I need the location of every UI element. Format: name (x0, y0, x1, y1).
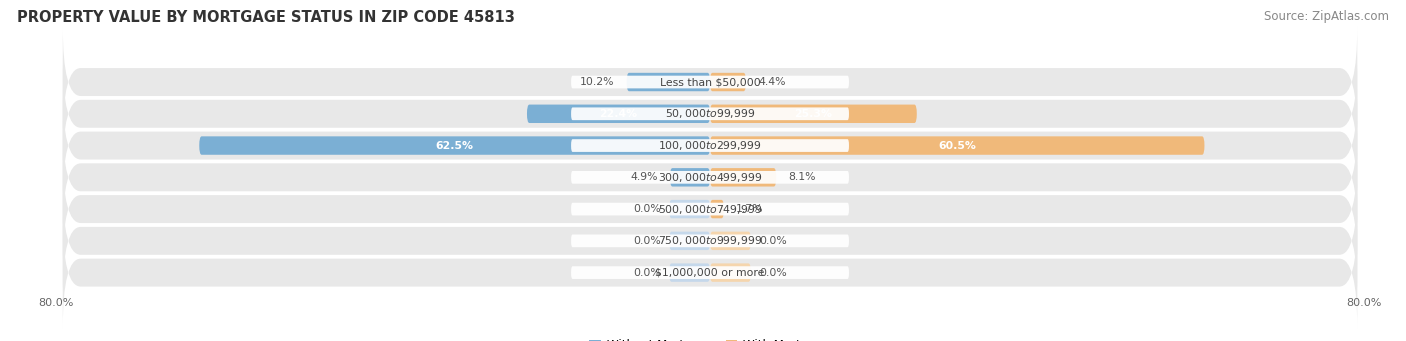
FancyBboxPatch shape (710, 168, 776, 187)
Text: 0.0%: 0.0% (759, 268, 787, 278)
Text: 8.1%: 8.1% (789, 172, 815, 182)
FancyBboxPatch shape (627, 73, 710, 91)
Text: 4.9%: 4.9% (630, 172, 658, 182)
Text: 0.0%: 0.0% (759, 236, 787, 246)
FancyBboxPatch shape (200, 136, 710, 155)
FancyBboxPatch shape (571, 235, 849, 247)
Text: 0.0%: 0.0% (633, 204, 661, 214)
Text: 0.0%: 0.0% (633, 236, 661, 246)
FancyBboxPatch shape (710, 73, 747, 91)
FancyBboxPatch shape (63, 90, 1357, 202)
Text: 25.3%: 25.3% (794, 109, 832, 119)
FancyBboxPatch shape (63, 26, 1357, 138)
FancyBboxPatch shape (669, 232, 710, 250)
FancyBboxPatch shape (710, 136, 1205, 155)
FancyBboxPatch shape (571, 139, 849, 152)
Text: $50,000 to $99,999: $50,000 to $99,999 (665, 107, 755, 120)
Text: $100,000 to $299,999: $100,000 to $299,999 (658, 139, 762, 152)
Legend: Without Mortgage, With Mortgage: Without Mortgage, With Mortgage (589, 339, 831, 341)
FancyBboxPatch shape (710, 200, 724, 218)
Text: 22.4%: 22.4% (599, 109, 637, 119)
FancyBboxPatch shape (710, 263, 751, 282)
Text: 60.5%: 60.5% (938, 140, 976, 151)
FancyBboxPatch shape (63, 153, 1357, 265)
FancyBboxPatch shape (63, 121, 1357, 233)
FancyBboxPatch shape (63, 58, 1357, 170)
FancyBboxPatch shape (63, 185, 1357, 297)
Text: 1.7%: 1.7% (737, 204, 763, 214)
Text: $300,000 to $499,999: $300,000 to $499,999 (658, 171, 762, 184)
Text: 62.5%: 62.5% (436, 140, 474, 151)
FancyBboxPatch shape (710, 105, 917, 123)
FancyBboxPatch shape (527, 105, 710, 123)
Text: 4.4%: 4.4% (758, 77, 786, 87)
FancyBboxPatch shape (571, 266, 849, 279)
FancyBboxPatch shape (571, 107, 849, 120)
Text: $500,000 to $749,999: $500,000 to $749,999 (658, 203, 762, 216)
Text: 0.0%: 0.0% (633, 268, 661, 278)
FancyBboxPatch shape (571, 203, 849, 216)
FancyBboxPatch shape (571, 76, 849, 88)
FancyBboxPatch shape (571, 171, 849, 184)
FancyBboxPatch shape (669, 263, 710, 282)
Text: 10.2%: 10.2% (579, 77, 614, 87)
Text: Source: ZipAtlas.com: Source: ZipAtlas.com (1264, 10, 1389, 23)
FancyBboxPatch shape (63, 217, 1357, 328)
Text: PROPERTY VALUE BY MORTGAGE STATUS IN ZIP CODE 45813: PROPERTY VALUE BY MORTGAGE STATUS IN ZIP… (17, 10, 515, 25)
FancyBboxPatch shape (669, 200, 710, 218)
Text: $1,000,000 or more: $1,000,000 or more (655, 268, 765, 278)
Text: $750,000 to $999,999: $750,000 to $999,999 (658, 234, 762, 247)
FancyBboxPatch shape (671, 168, 710, 187)
FancyBboxPatch shape (710, 232, 751, 250)
Text: Less than $50,000: Less than $50,000 (659, 77, 761, 87)
